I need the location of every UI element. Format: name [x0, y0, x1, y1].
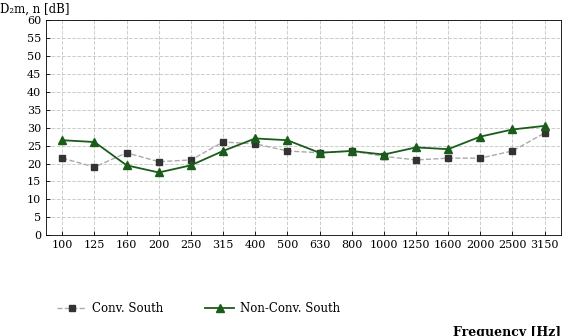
Line: Non-Conv. South: Non-Conv. South	[58, 122, 549, 176]
Non-Conv. South	[91, 140, 98, 144]
Conv. South	[155, 160, 162, 164]
Conv. South	[477, 156, 484, 160]
Non-Conv. South	[187, 163, 194, 167]
Non-Conv. South	[252, 136, 259, 140]
Non-Conv. South	[541, 124, 548, 128]
Line: Conv. South: Conv. South	[59, 130, 548, 170]
Legend: Conv. South, Non-Conv. South: Conv. South, Non-Conv. South	[52, 297, 345, 320]
Non-Conv. South	[220, 149, 227, 153]
Non-Conv. South	[284, 138, 291, 142]
Text: D₂m, n [dB]: D₂m, n [dB]	[0, 3, 69, 16]
Conv. South	[220, 140, 227, 144]
Conv. South	[59, 156, 66, 160]
Conv. South	[123, 151, 130, 155]
Conv. South	[380, 154, 387, 158]
Non-Conv. South	[123, 163, 130, 167]
Conv. South	[252, 142, 259, 146]
Non-Conv. South	[509, 127, 516, 131]
Conv. South	[187, 158, 194, 162]
Non-Conv. South	[59, 138, 66, 142]
Conv. South	[413, 158, 420, 162]
Conv. South	[91, 165, 98, 169]
Text: Frequency [Hz]: Frequency [Hz]	[453, 326, 561, 336]
Conv. South	[541, 131, 548, 135]
Non-Conv. South	[316, 151, 323, 155]
Non-Conv. South	[444, 147, 451, 151]
Non-Conv. South	[380, 153, 387, 157]
Non-Conv. South	[413, 145, 420, 150]
Conv. South	[444, 156, 451, 160]
Conv. South	[284, 149, 291, 153]
Conv. South	[509, 149, 516, 153]
Conv. South	[316, 151, 323, 155]
Conv. South	[348, 149, 355, 153]
Non-Conv. South	[477, 135, 484, 139]
Non-Conv. South	[155, 170, 162, 174]
Non-Conv. South	[348, 149, 355, 153]
